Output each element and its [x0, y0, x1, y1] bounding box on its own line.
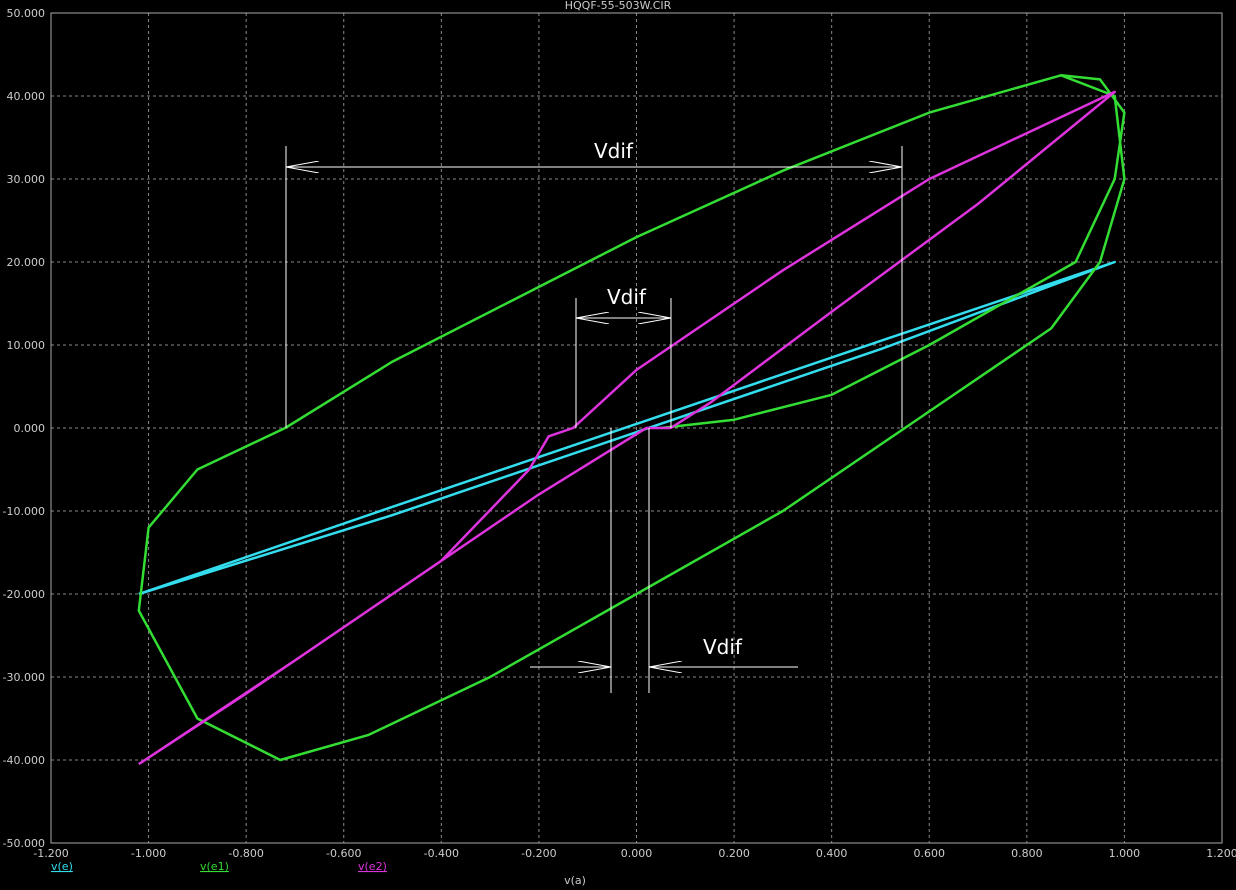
- x-tick-label: -0.600: [326, 847, 361, 860]
- x-tick-label: -0.800: [228, 847, 263, 860]
- y-tick-label: 40.000: [7, 90, 46, 103]
- x-tick-label: 0.800: [1011, 847, 1043, 860]
- annotation-text: Vdif: [703, 635, 743, 659]
- series-line: [138, 90, 1116, 766]
- series-line: [137, 74, 1126, 762]
- y-tick-label: 0.000: [14, 422, 46, 435]
- y-tick-label: -20.000: [3, 588, 45, 601]
- legend-entry: v(e2): [358, 860, 387, 873]
- y-tick-label: -40.000: [3, 754, 45, 767]
- y-tick-label: -50.000: [3, 837, 45, 850]
- annotation-text: Vdif: [607, 285, 647, 309]
- y-tick-label: 30.000: [7, 173, 46, 186]
- y-tick-label: 50.000: [7, 7, 46, 20]
- x-tick-label: 0.600: [914, 847, 946, 860]
- x-tick-label: 0.200: [718, 847, 750, 860]
- x-tick-label: -1.000: [131, 847, 166, 860]
- y-tick-label: -30.000: [3, 671, 45, 684]
- annotation-text: Vdif: [594, 139, 634, 163]
- x-tick-label: 1.200: [1206, 847, 1236, 860]
- y-tick-label: 20.000: [7, 256, 46, 269]
- series-line: [138, 260, 1116, 596]
- y-tick-label: -10.000: [3, 505, 45, 518]
- legend-entry: v(e1): [200, 860, 229, 873]
- y-tick-label: 10.000: [7, 339, 46, 352]
- x-tick-label: -1.200: [33, 847, 68, 860]
- plot-area: 50.000 40.000 30.000 20.000 10.000 0.000 -10.0…: [3, 7, 1236, 873]
- x-tick-label: 0.000: [621, 847, 653, 860]
- plot-frame: [50, 12, 1223, 844]
- chart-title: HQQF-55-503W.CIR: [565, 0, 672, 12]
- annotation: Vdif Vdif Vdif: [285, 139, 903, 693]
- x-tick-label: -0.200: [521, 847, 556, 860]
- x-tick-label: -0.400: [424, 847, 459, 860]
- legend-entry: v(e): [51, 860, 73, 873]
- x-axis-label: v(a): [564, 874, 586, 887]
- x-tick-label: 0.400: [816, 847, 848, 860]
- x-tick-label: 1.000: [1109, 847, 1141, 860]
